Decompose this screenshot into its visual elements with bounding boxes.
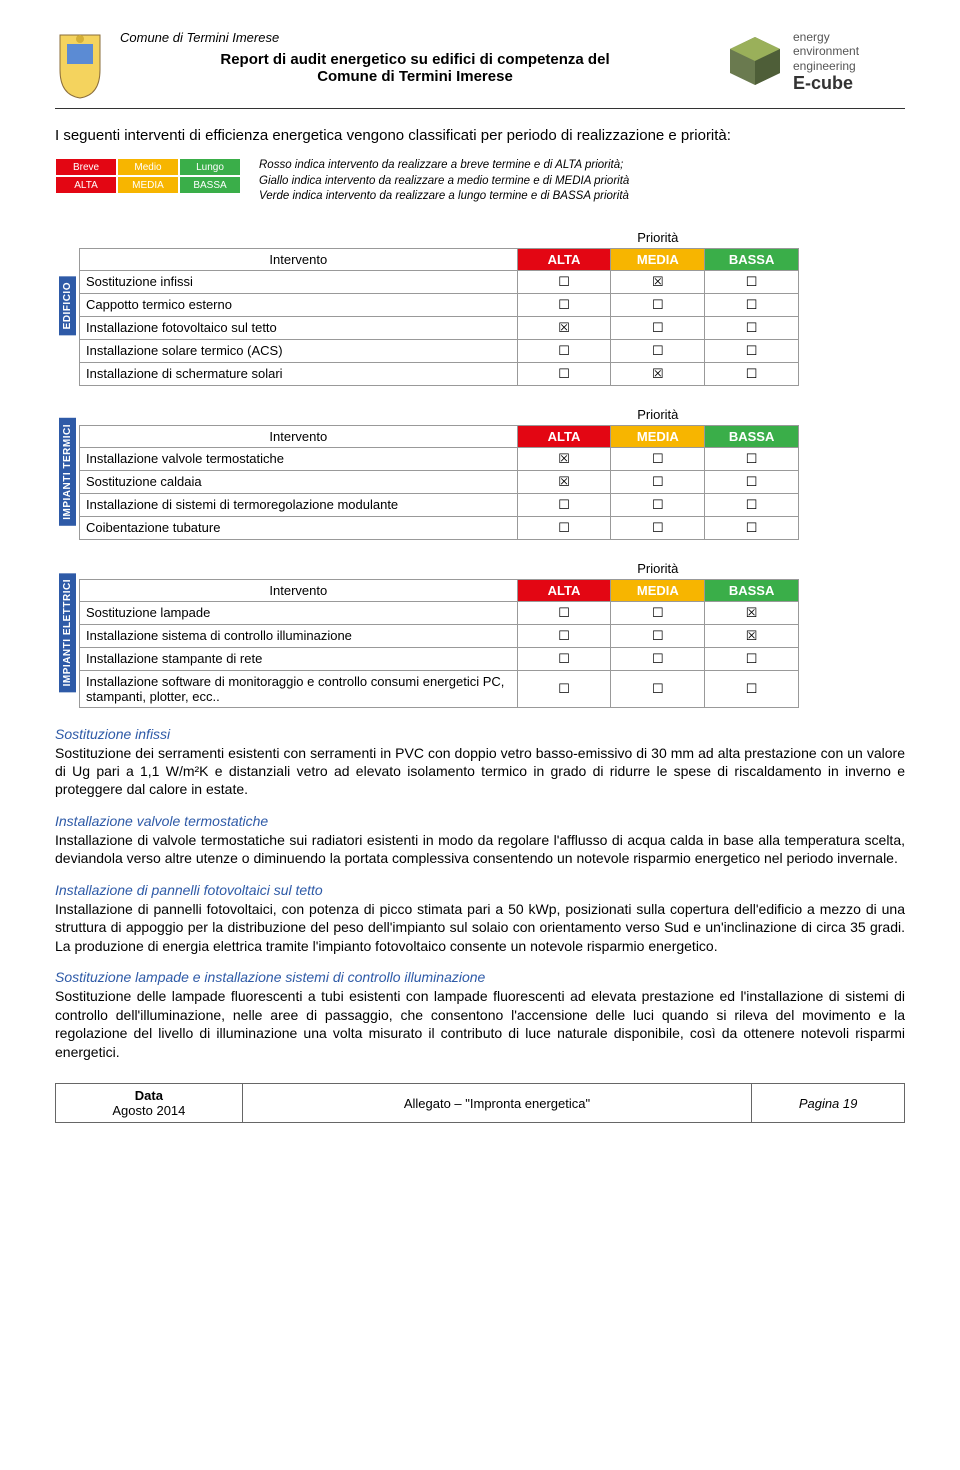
table-row-label: Installazione stampante di rete (80, 647, 518, 670)
checkbox-alta: ☐ (517, 516, 611, 539)
priority-table: PrioritàInterventoALTAMEDIABASSASostituz… (79, 558, 799, 708)
footer-mid: Allegato – "Impronta energetica" (242, 1084, 751, 1123)
checkbox-alta: ☒ (517, 447, 611, 470)
checkbox-bassa: ☐ (705, 447, 799, 470)
report-title-1: Report di audit energetico su edifici di… (120, 51, 710, 68)
checkbox-alta: ☐ (517, 601, 611, 624)
ecube-icon (725, 35, 785, 90)
legend-cell: ALTA (55, 176, 117, 194)
footer-date-label: Data (135, 1088, 163, 1103)
table-category-label: IMPIANTI ELETTRICI (59, 573, 76, 692)
table-row-label: Installazione fotovoltaico sul tetto (80, 316, 518, 339)
checkbox-media: ☐ (611, 493, 705, 516)
checkbox-media: ☐ (611, 601, 705, 624)
logo-line-1: environment (793, 44, 859, 58)
checkbox-bassa: ☒ (705, 601, 799, 624)
legend-cell: MEDIA (117, 176, 179, 194)
table-row-label: Installazione solare termico (ACS) (80, 339, 518, 362)
table-row-label: Coibentazione tubature (80, 516, 518, 539)
table-row-label: Sostituzione lampade (80, 601, 518, 624)
intro-text: I seguenti interventi di efficienza ener… (55, 127, 905, 144)
table-row-label: Installazione di sistemi di termoregolaz… (80, 493, 518, 516)
logo-right: energy environment engineering E-cube (725, 30, 905, 95)
checkbox-media: ☐ (611, 293, 705, 316)
checkbox-alta: ☐ (517, 624, 611, 647)
section-title: Sostituzione lampade e installazione sis… (55, 969, 905, 985)
footer-table: Data Agosto 2014 Allegato – "Impronta en… (55, 1083, 905, 1123)
checkbox-media: ☐ (611, 316, 705, 339)
checkbox-media: ☐ (611, 670, 705, 707)
checkbox-bassa: ☐ (705, 270, 799, 293)
checkbox-bassa: ☐ (705, 493, 799, 516)
checkbox-alta: ☐ (517, 339, 611, 362)
legend-cell: BASSA (179, 176, 241, 194)
checkbox-bassa: ☐ (705, 470, 799, 493)
checkbox-bassa: ☐ (705, 670, 799, 707)
legend-note: Verde indica intervento da realizzare a … (259, 189, 905, 205)
checkbox-alta: ☐ (517, 293, 611, 316)
checkbox-alta: ☐ (517, 647, 611, 670)
checkbox-alta: ☐ (517, 670, 611, 707)
checkbox-alta: ☒ (517, 470, 611, 493)
report-title-2: Comune di Termini Imerese (120, 68, 710, 85)
crest-icon (55, 30, 105, 100)
table-row-label: Sostituzione infissi (80, 270, 518, 293)
logo-line-2: engineering (793, 59, 859, 73)
table-row-label: Cappotto termico esterno (80, 293, 518, 316)
legend-cell: Medio termine (117, 158, 179, 176)
table-row-label: Installazione di schermature solari (80, 362, 518, 385)
checkbox-media: ☐ (611, 624, 705, 647)
section-text: Installazione di valvole termostatiche s… (55, 831, 905, 868)
page-header: Comune di Termini Imerese Report di audi… (55, 30, 905, 109)
legend-note: Rosso indica intervento da realizzare a … (259, 158, 905, 174)
table-row-label: Sostituzione caldaia (80, 470, 518, 493)
section-title: Installazione di pannelli fotovoltaici s… (55, 882, 905, 898)
priority-table: PrioritàInterventoALTAMEDIABASSAInstalla… (79, 404, 799, 540)
legend-note: Giallo indica intervento da realizzare a… (259, 174, 905, 190)
checkbox-media: ☐ (611, 516, 705, 539)
footer-page: Pagina 19 (752, 1084, 905, 1123)
checkbox-bassa: ☐ (705, 516, 799, 539)
checkbox-media: ☐ (611, 470, 705, 493)
priority-table: PrioritàInterventoALTAMEDIABASSASostituz… (79, 227, 799, 386)
checkbox-media: ☒ (611, 362, 705, 385)
table-row-label: Installazione valvole termostatiche (80, 447, 518, 470)
checkbox-bassa: ☐ (705, 293, 799, 316)
legend: Breve termineMedio termineLungo termine A… (55, 158, 905, 205)
table-category-label: IMPIANTI TERMICI (59, 418, 76, 526)
checkbox-alta: ☐ (517, 493, 611, 516)
checkbox-bassa: ☐ (705, 362, 799, 385)
checkbox-media: ☒ (611, 270, 705, 293)
logo-brand: E-cube (793, 73, 853, 93)
checkbox-bassa: ☐ (705, 339, 799, 362)
municipality-name: Comune di Termini Imerese (120, 30, 710, 45)
table-category-label: EDIFICIO (59, 276, 76, 335)
section-title: Sostituzione infissi (55, 726, 905, 742)
section-text: Installazione di pannelli fotovoltaici, … (55, 900, 905, 955)
checkbox-bassa: ☒ (705, 624, 799, 647)
checkbox-bassa: ☐ (705, 647, 799, 670)
section-title: Installazione valvole termostatiche (55, 813, 905, 829)
table-row-label: Installazione sistema di controllo illum… (80, 624, 518, 647)
checkbox-media: ☐ (611, 647, 705, 670)
footer-date-val: Agosto 2014 (112, 1103, 185, 1118)
section-text: Sostituzione dei serramenti esistenti co… (55, 744, 905, 799)
checkbox-alta: ☐ (517, 270, 611, 293)
section-text: Sostituzione delle lampade fluorescenti … (55, 987, 905, 1061)
legend-cell: Breve termine (55, 158, 117, 176)
legend-cell: Lungo termine (179, 158, 241, 176)
logo-line-0: energy (793, 30, 859, 44)
table-row-label: Installazione software di monitoraggio e… (80, 670, 518, 707)
checkbox-media: ☐ (611, 447, 705, 470)
checkbox-media: ☐ (611, 339, 705, 362)
checkbox-alta: ☐ (517, 362, 611, 385)
checkbox-alta: ☒ (517, 316, 611, 339)
checkbox-bassa: ☐ (705, 316, 799, 339)
